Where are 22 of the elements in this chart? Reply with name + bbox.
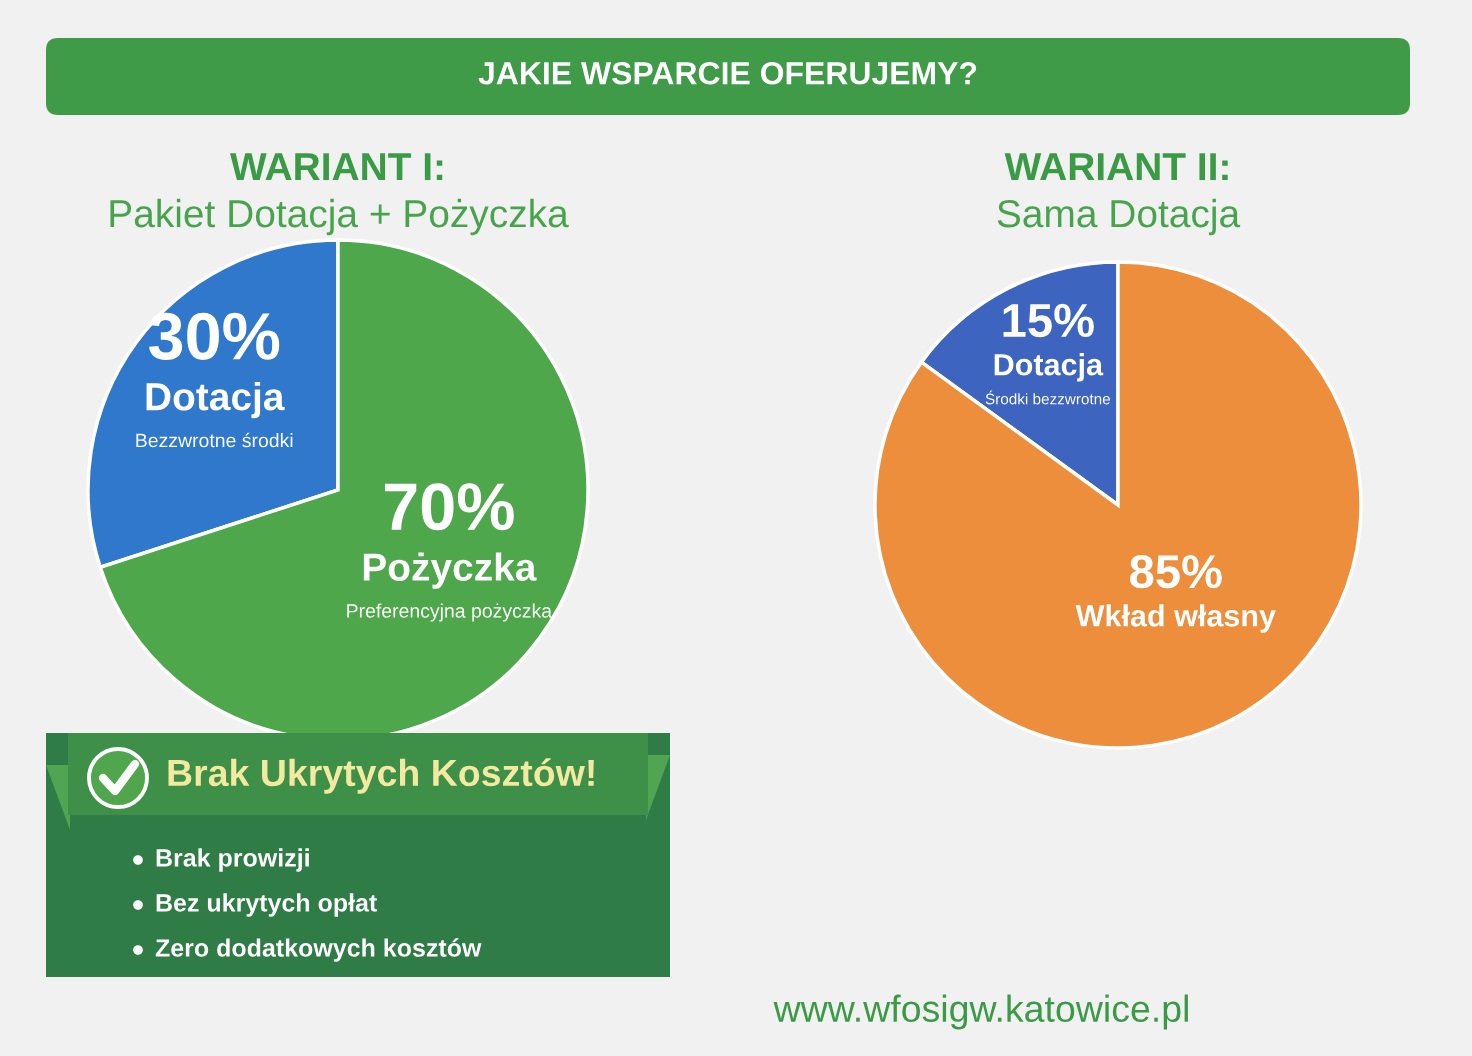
slice-label: Dotacja [994,353,1104,382]
text: Bez ukrytych opłat [156,893,377,917]
text: Preferencyjna pożyczka [347,603,553,622]
data-label: 15% [1003,303,1094,338]
text: Zero dodatkowych kosztów [155,938,482,962]
text: Brak prowizji [156,848,309,872]
data-label: 70% [384,483,514,531]
chart-title: WARIANT I: [230,153,443,181]
chart-title: WARIANT II: [1004,153,1228,181]
slice-label: Wkład własny [1075,604,1276,633]
chart-subtitle: Sama Dotacja [997,198,1241,236]
slice-label: Pożyczka [363,552,537,589]
text: Brak Ukrytych Kosztów! [168,758,594,794]
slice-label: Dotacja [146,381,285,419]
pie-slice [873,260,1363,750]
data-label: 30% [149,312,280,360]
data-label: 85% [1130,554,1222,589]
text: www.wfosigw.katowice.pl [773,994,1188,1030]
text: JAKIE WSPARCIE OFERUJEMY? [478,61,977,85]
text: Bezzwrotne środki [136,432,293,448]
chart-subtitle: Pakiet Dotacja + Pożyczka [110,198,569,236]
text: Środki bezzwrotne [985,390,1110,405]
